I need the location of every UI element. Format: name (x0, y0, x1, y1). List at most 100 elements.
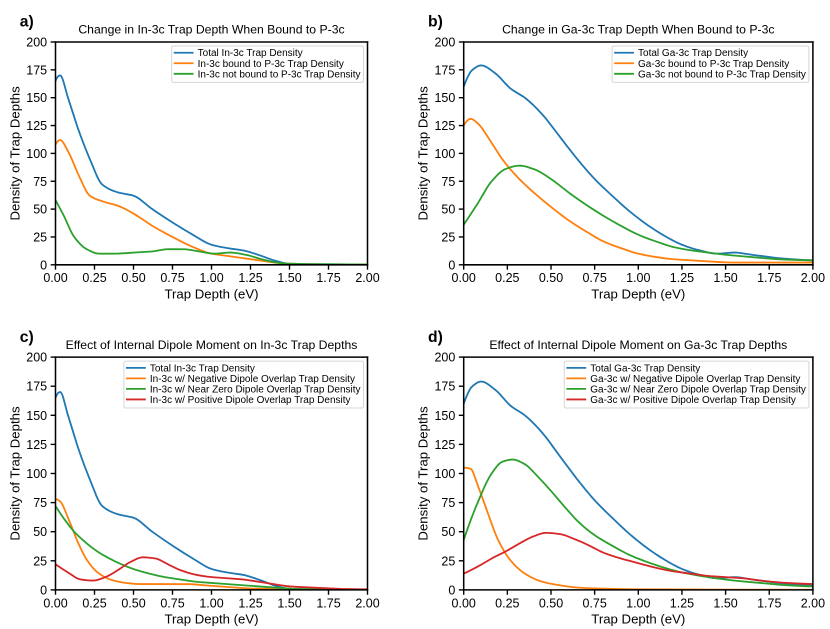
svg-text:100: 100 (434, 147, 455, 161)
svg-text:1.50: 1.50 (713, 596, 737, 610)
svg-text:0.25: 0.25 (495, 596, 519, 610)
svg-text:In-3c w/ Negative Dipole Overl: In-3c w/ Negative Dipole Overlap Trap De… (150, 374, 355, 385)
svg-text:0.75: 0.75 (582, 596, 606, 610)
svg-text:2.00: 2.00 (355, 596, 379, 610)
svg-text:0: 0 (40, 258, 47, 272)
svg-text:Effect of Internal Dipole Mome: Effect of Internal Dipole Moment on In-3… (66, 338, 358, 352)
svg-text:1.00: 1.00 (199, 271, 223, 285)
svg-text:In-3c bound to P-3c Trap Densi: In-3c bound to P-3c Trap Density (198, 59, 344, 70)
svg-text:50: 50 (33, 203, 47, 217)
svg-text:100: 100 (26, 467, 47, 481)
svg-text:75: 75 (441, 496, 455, 510)
svg-text:b): b) (428, 14, 443, 31)
svg-text:0.00: 0.00 (43, 271, 67, 285)
svg-text:50: 50 (441, 203, 455, 217)
svg-text:Total In-3c Trap Density: Total In-3c Trap Density (198, 48, 303, 59)
svg-text:175: 175 (434, 63, 455, 77)
svg-text:100: 100 (434, 467, 455, 481)
svg-text:Total In-3c Trap Density: Total In-3c Trap Density (150, 363, 255, 374)
svg-text:Trap Depth (eV): Trap Depth (eV) (591, 611, 685, 626)
svg-text:175: 175 (26, 380, 47, 394)
svg-text:1.75: 1.75 (316, 271, 340, 285)
svg-text:0.25: 0.25 (495, 271, 519, 285)
svg-text:a): a) (20, 14, 34, 31)
svg-text:1.50: 1.50 (277, 596, 301, 610)
svg-text:200: 200 (434, 36, 455, 50)
svg-text:150: 150 (434, 409, 455, 423)
svg-text:Trap Depth (eV): Trap Depth (eV) (591, 286, 685, 301)
svg-text:0: 0 (40, 583, 47, 597)
svg-text:200: 200 (434, 351, 455, 365)
svg-text:1.25: 1.25 (670, 271, 694, 285)
svg-text:d): d) (428, 329, 443, 346)
svg-text:In-3c w/ Near Zero Dipole Over: In-3c w/ Near Zero Dipole Overlap Trap D… (150, 384, 361, 395)
svg-text:In-3c w/ Positive Dipole Overl: In-3c w/ Positive Dipole Overlap Trap De… (150, 395, 351, 406)
svg-text:Effect of Internal Dipole Mome: Effect of Internal Dipole Moment on Ga-3… (489, 338, 787, 352)
svg-text:Trap Depth (eV): Trap Depth (eV) (164, 611, 258, 626)
svg-text:50: 50 (33, 525, 47, 539)
svg-text:Ga-3c not bound to P-3c Trap D: Ga-3c not bound to P-3c Trap Density (638, 69, 806, 80)
svg-text:200: 200 (26, 351, 47, 365)
svg-text:Trap Depth (eV): Trap Depth (eV) (164, 286, 258, 301)
svg-text:0.50: 0.50 (121, 271, 145, 285)
svg-text:Density of Trap Depths: Density of Trap Depths (416, 406, 431, 541)
svg-text:125: 125 (434, 119, 455, 133)
svg-text:150: 150 (434, 91, 455, 105)
svg-text:c): c) (20, 329, 34, 346)
svg-text:1.00: 1.00 (626, 271, 650, 285)
svg-text:2.00: 2.00 (801, 596, 825, 610)
svg-text:1.50: 1.50 (277, 271, 301, 285)
svg-text:Change in In-3c Trap Depth Whe: Change in In-3c Trap Depth When Bound to… (78, 23, 344, 37)
svg-text:1.00: 1.00 (199, 596, 223, 610)
svg-text:0.75: 0.75 (582, 271, 606, 285)
svg-text:50: 50 (441, 525, 455, 539)
svg-text:150: 150 (26, 91, 47, 105)
svg-text:75: 75 (33, 175, 47, 189)
svg-text:1.25: 1.25 (670, 596, 694, 610)
svg-text:125: 125 (26, 438, 47, 452)
svg-text:75: 75 (441, 175, 455, 189)
svg-text:0.75: 0.75 (160, 271, 184, 285)
svg-text:200: 200 (26, 36, 47, 50)
svg-text:175: 175 (26, 63, 47, 77)
svg-text:25: 25 (441, 230, 455, 244)
svg-text:100: 100 (26, 147, 47, 161)
svg-text:1.50: 1.50 (713, 271, 737, 285)
svg-text:1.75: 1.75 (757, 596, 781, 610)
svg-text:Total Ga-3c Trap Density: Total Ga-3c Trap Density (638, 48, 748, 59)
svg-text:Density of Trap Depths: Density of Trap Depths (416, 86, 431, 221)
svg-text:Ga-3c w/ Near Zero Dipole Over: Ga-3c w/ Near Zero Dipole Overlap Trap D… (590, 384, 806, 395)
svg-text:0.50: 0.50 (539, 271, 563, 285)
svg-text:0.25: 0.25 (82, 596, 106, 610)
svg-text:25: 25 (33, 230, 47, 244)
svg-text:75: 75 (33, 496, 47, 510)
svg-text:1.25: 1.25 (238, 596, 262, 610)
svg-text:In-3c not bound to P-3c Trap D: In-3c not bound to P-3c Trap Density (198, 69, 361, 80)
svg-text:Ga-3c w/ Positive Dipole Overl: Ga-3c w/ Positive Dipole Overlap Trap De… (590, 395, 796, 406)
svg-text:25: 25 (33, 554, 47, 568)
svg-text:1.00: 1.00 (626, 596, 650, 610)
svg-text:Density of Trap Depths: Density of Trap Depths (8, 406, 23, 541)
svg-text:0.00: 0.00 (43, 596, 67, 610)
svg-text:0.75: 0.75 (160, 596, 184, 610)
svg-text:Ga-3c w/ Negative Dipole Overl: Ga-3c w/ Negative Dipole Overlap Trap De… (590, 374, 800, 385)
svg-text:0.00: 0.00 (452, 596, 476, 610)
svg-text:0.50: 0.50 (121, 596, 145, 610)
svg-text:1.75: 1.75 (316, 596, 340, 610)
svg-text:25: 25 (441, 554, 455, 568)
svg-text:150: 150 (26, 409, 47, 423)
svg-text:0.25: 0.25 (82, 271, 106, 285)
svg-text:0.00: 0.00 (452, 271, 476, 285)
svg-text:Density of Trap Depths: Density of Trap Depths (8, 86, 23, 221)
svg-text:125: 125 (434, 438, 455, 452)
svg-text:Ga-3c bound to P-3c Trap Densi: Ga-3c bound to P-3c Trap Density (638, 59, 789, 70)
svg-text:2.00: 2.00 (801, 271, 825, 285)
svg-text:0.50: 0.50 (539, 596, 563, 610)
svg-text:175: 175 (434, 380, 455, 394)
svg-text:0: 0 (448, 583, 455, 597)
svg-text:2.00: 2.00 (355, 271, 379, 285)
svg-text:Total Ga-3c Trap Density: Total Ga-3c Trap Density (590, 363, 700, 374)
svg-text:1.25: 1.25 (238, 271, 262, 285)
svg-text:0: 0 (448, 258, 455, 272)
svg-text:125: 125 (26, 119, 47, 133)
